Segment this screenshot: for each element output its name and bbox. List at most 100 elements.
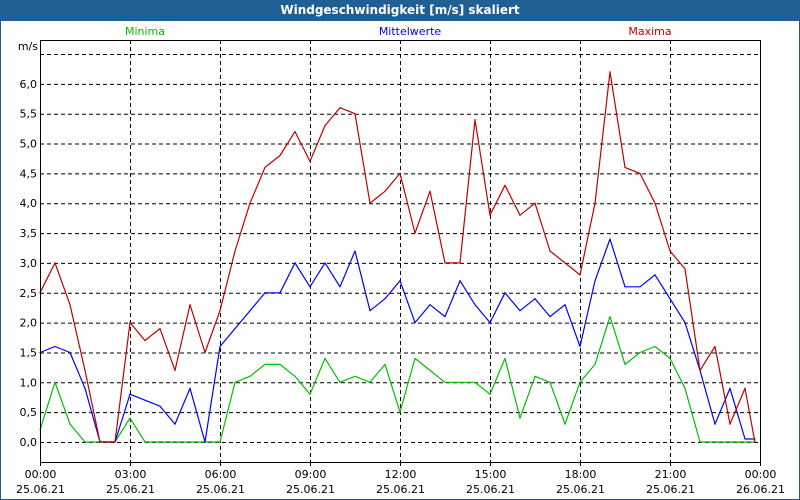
x-tick-date: 25.06.21 — [646, 483, 695, 496]
series-line-minima — [39, 316, 755, 443]
data-point-minima — [639, 351, 641, 354]
data-point-minima — [699, 441, 701, 443]
data-point-maxima — [414, 232, 416, 234]
data-point-minima — [534, 375, 536, 377]
data-point-minima — [144, 441, 146, 443]
data-point-maxima — [399, 172, 401, 174]
data-point-mittelwerte — [519, 310, 521, 312]
data-point-minima — [714, 441, 716, 443]
x-tick-time: 03:00 — [115, 468, 147, 481]
data-point-mittelwerte — [639, 286, 641, 288]
data-point-minima — [459, 381, 461, 383]
data-point-mittelwerte — [129, 393, 131, 395]
data-point-minima — [414, 357, 416, 360]
data-point-minima — [264, 363, 266, 365]
x-tick-time: 00:00 — [25, 468, 57, 481]
x-tick-time: 15:00 — [475, 468, 507, 481]
data-point-maxima — [69, 304, 71, 306]
data-point-minima — [549, 381, 551, 383]
data-point-maxima — [279, 154, 281, 157]
data-point-maxima — [369, 202, 371, 204]
data-point-mittelwerte — [459, 280, 461, 282]
data-point-minima — [279, 363, 281, 365]
data-point-mittelwerte — [399, 280, 401, 282]
data-point-minima — [369, 381, 371, 383]
x-tick-date: 25.06.21 — [286, 483, 335, 496]
data-point-minima — [729, 441, 731, 443]
data-point-maxima — [504, 184, 506, 186]
x-tick-date: 26.06.21 — [736, 483, 785, 496]
data-point-minima — [189, 441, 191, 443]
data-point-minima — [429, 369, 431, 371]
data-point-maxima — [204, 351, 206, 354]
data-point-maxima — [489, 214, 491, 216]
data-point-mittelwerte — [444, 316, 446, 318]
window-title: Windgeschwindigkeit [m/s] skaliert — [0, 0, 800, 21]
x-tick-date: 25.06.21 — [106, 483, 155, 496]
y-tick-label: 1,0 — [20, 376, 38, 389]
data-point-maxima — [264, 166, 266, 169]
data-point-maxima — [624, 166, 626, 169]
data-point-mittelwerte — [669, 298, 671, 300]
data-point-maxima — [114, 441, 116, 443]
data-point-minima — [474, 381, 476, 383]
data-point-mittelwerte — [84, 387, 86, 389]
data-point-mittelwerte — [654, 274, 656, 276]
x-tick-time: 18:00 — [565, 468, 597, 481]
x-tick-date: 25.06.21 — [556, 483, 605, 496]
data-point-maxima — [579, 274, 581, 276]
data-point-maxima — [459, 262, 461, 264]
data-point-maxima — [129, 322, 131, 324]
data-point-maxima — [744, 387, 746, 389]
legend-mittelwerte: Mittelwerte — [379, 25, 442, 38]
series-line-mittelwerte — [39, 238, 755, 443]
data-point-minima — [579, 381, 581, 383]
data-point-mittelwerte — [534, 298, 536, 300]
data-point-mittelwerte — [324, 262, 326, 264]
data-point-minima — [519, 417, 521, 419]
y-tick-label: 5,5 — [20, 108, 38, 121]
data-point-maxima — [99, 441, 101, 443]
data-point-mittelwerte — [159, 405, 161, 407]
data-point-maxima — [699, 369, 701, 371]
data-point-mittelwerte — [684, 322, 686, 324]
series-line-maxima — [39, 71, 756, 443]
data-point-minima — [489, 393, 491, 395]
y-tick-label: 6,0 — [20, 78, 38, 91]
data-point-maxima — [234, 250, 236, 252]
data-point-minima — [249, 375, 251, 377]
data-point-mittelwerte — [69, 351, 71, 354]
data-point-minima — [654, 345, 656, 348]
data-point-mittelwerte — [414, 322, 416, 324]
data-point-mittelwerte — [489, 322, 491, 324]
data-point-mittelwerte — [504, 292, 506, 294]
y-tick-label: 4,5 — [20, 167, 38, 180]
data-point-maxima — [54, 262, 56, 264]
data-point-maxima — [444, 262, 446, 264]
data-point-mittelwerte — [249, 310, 251, 312]
data-point-mittelwerte — [744, 438, 746, 440]
data-point-maxima — [339, 107, 341, 109]
data-point-mittelwerte — [564, 304, 566, 306]
data-point-mittelwerte — [234, 327, 236, 330]
data-point-mittelwerte — [579, 345, 581, 348]
data-point-maxima — [354, 113, 356, 115]
data-point-mittelwerte — [729, 387, 731, 389]
data-point-mittelwerte — [609, 238, 611, 240]
data-point-maxima — [474, 119, 476, 121]
data-point-minima — [234, 381, 236, 383]
data-point-minima — [324, 357, 326, 360]
data-point-mittelwerte — [594, 280, 596, 282]
data-point-mittelwerte — [369, 310, 371, 312]
data-point-mittelwerte — [294, 262, 296, 264]
data-point-minima — [309, 393, 311, 395]
data-point-maxima — [384, 190, 386, 192]
data-point-mittelwerte — [384, 298, 386, 300]
y-tick-label: 3,0 — [20, 257, 38, 270]
y-tick-label: 3,5 — [20, 227, 38, 240]
data-point-maxima — [159, 327, 161, 330]
data-point-minima — [669, 357, 671, 360]
data-point-maxima — [294, 131, 296, 133]
data-point-mittelwerte — [279, 292, 281, 294]
data-point-minima — [129, 417, 131, 419]
